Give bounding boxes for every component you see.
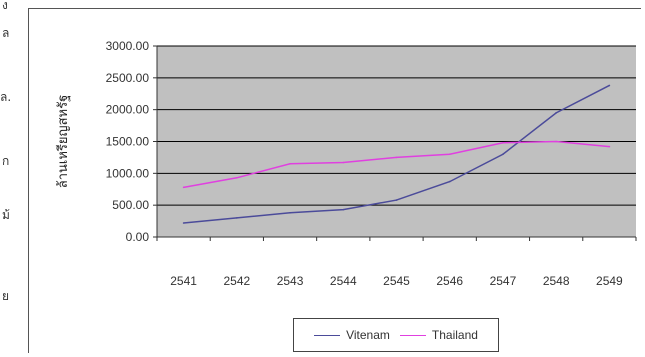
chart-frame bbox=[28, 8, 641, 353]
edge-fragment: ล. bbox=[0, 90, 12, 104]
edge-fragment: ง bbox=[2, 0, 8, 12]
x-tick-label: 2547 bbox=[490, 274, 517, 288]
y-tick-label: 0.00 bbox=[126, 230, 150, 244]
y-axis-label: ล้านเหรียญสหรัฐ bbox=[55, 95, 71, 189]
data-point bbox=[608, 84, 611, 87]
legend-item-vitenam: Vitenam bbox=[314, 328, 390, 342]
x-tick-label: 2548 bbox=[543, 274, 570, 288]
x-tick-label: 2541 bbox=[170, 274, 197, 288]
y-tick-label: 1000.00 bbox=[106, 166, 150, 180]
data-point bbox=[182, 222, 185, 224]
edge-fragment: ล bbox=[2, 26, 10, 40]
edge-fragment: ม้ bbox=[2, 208, 10, 222]
edge-fragment: ย bbox=[2, 289, 10, 303]
legend-swatch bbox=[399, 334, 426, 336]
y-tick-label: 2500.00 bbox=[106, 71, 150, 85]
x-tick-label: 2542 bbox=[223, 274, 250, 288]
data-point bbox=[502, 141, 504, 144]
x-tick-label: 2545 bbox=[383, 274, 410, 288]
y-tick-label: 1500.00 bbox=[106, 135, 150, 149]
legend-item-thailand: Thailand bbox=[399, 328, 478, 342]
x-tick-label: 2549 bbox=[596, 274, 623, 288]
data-point bbox=[395, 156, 398, 159]
data-point bbox=[236, 176, 238, 179]
edge-fragment: ก bbox=[2, 154, 10, 168]
data-point bbox=[555, 112, 557, 114]
data-point bbox=[236, 217, 238, 219]
x-tick-label: 2546 bbox=[436, 274, 463, 288]
y-tick-label: 3000.00 bbox=[106, 39, 150, 53]
y-tick-label: 500.00 bbox=[112, 198, 149, 212]
data-point bbox=[395, 199, 398, 201]
data-point bbox=[342, 208, 345, 211]
legend-label: Thailand bbox=[431, 328, 478, 342]
data-point bbox=[448, 153, 451, 156]
chart-legend: Vitenam Thailand bbox=[293, 318, 499, 352]
x-tick-label: 2544 bbox=[330, 274, 357, 288]
data-point bbox=[289, 162, 291, 165]
legend-swatch bbox=[314, 334, 341, 336]
y-tick-label: 2000.00 bbox=[106, 103, 150, 117]
x-tick-label: 2543 bbox=[277, 274, 304, 288]
data-point bbox=[182, 186, 185, 189]
legend-label: Vitenam bbox=[346, 328, 390, 342]
data-point bbox=[502, 153, 504, 156]
data-point bbox=[448, 180, 451, 183]
data-point bbox=[608, 145, 611, 148]
data-point bbox=[342, 161, 345, 164]
data-point bbox=[289, 212, 291, 214]
data-point bbox=[555, 140, 557, 143]
